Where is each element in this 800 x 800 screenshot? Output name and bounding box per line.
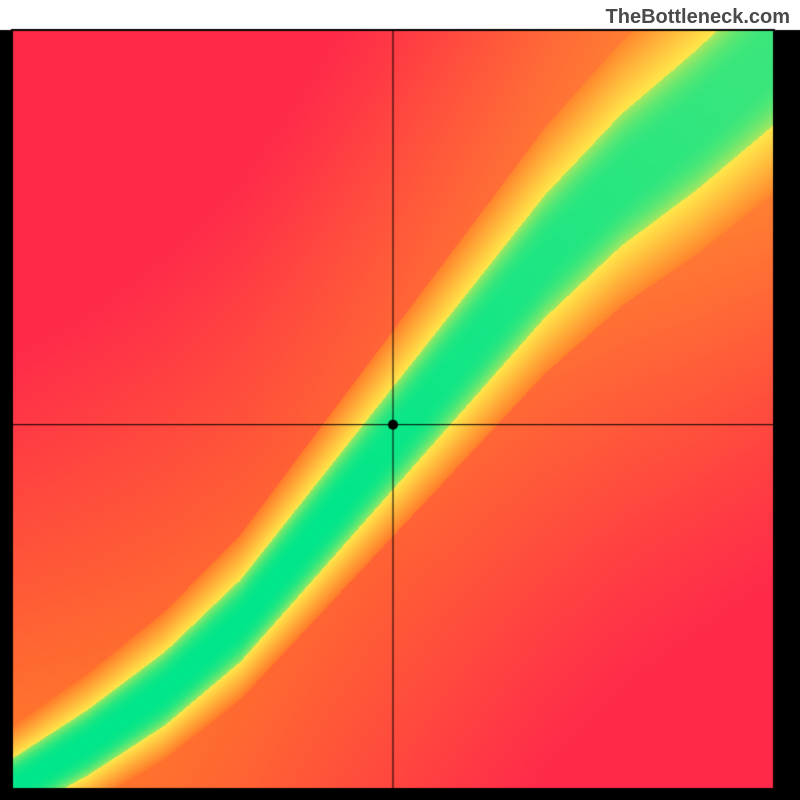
watermark-text: TheBottleneck.com bbox=[606, 6, 790, 29]
heatmap-canvas bbox=[0, 0, 800, 800]
chart-container: TheBottleneck.com bbox=[0, 0, 800, 800]
